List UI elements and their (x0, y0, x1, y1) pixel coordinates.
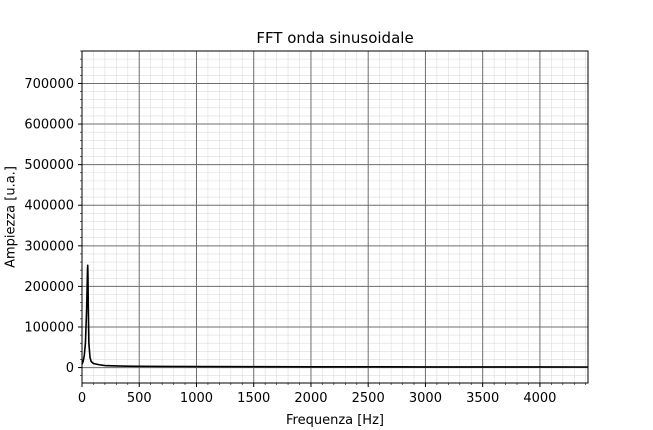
x-tick-label: 1000 (180, 391, 213, 406)
x-tick-label: 3000 (409, 391, 442, 406)
chart-title: FFT onda sinusoidale (256, 29, 413, 47)
x-tick-label: 1500 (237, 391, 270, 406)
x-tick-label: 500 (127, 391, 152, 406)
y-tick-label: 600000 (24, 118, 74, 133)
y-axis-title: Ampiezza [u.a.] (4, 166, 19, 268)
x-tick-label: 3500 (466, 391, 499, 406)
y-tick-label: 300000 (24, 239, 74, 254)
x-tick-label: 4000 (523, 391, 556, 406)
fft-series-line (81, 264, 589, 368)
y-tick-label: 100000 (24, 320, 74, 335)
x-axis-title: Frequenza [Hz] (286, 413, 384, 428)
y-tick-label: 700000 (24, 77, 74, 92)
y-tick-label: 400000 (24, 199, 74, 214)
y-tick-label: 500000 (24, 158, 74, 173)
y-tick-label: 200000 (24, 280, 74, 295)
series-layer (81, 264, 589, 368)
y-tick-label: 0 (66, 361, 74, 376)
axis-ticks (78, 50, 587, 387)
x-tick-label: 2000 (294, 391, 327, 406)
plot-frame (81, 50, 589, 384)
tick-labels: 0 500 1000 1500 2000 2500 3000 3500 4000 0 100000 2… (24, 77, 556, 406)
x-tick-label: 0 (78, 391, 86, 406)
x-tick-label: 2500 (352, 391, 385, 406)
